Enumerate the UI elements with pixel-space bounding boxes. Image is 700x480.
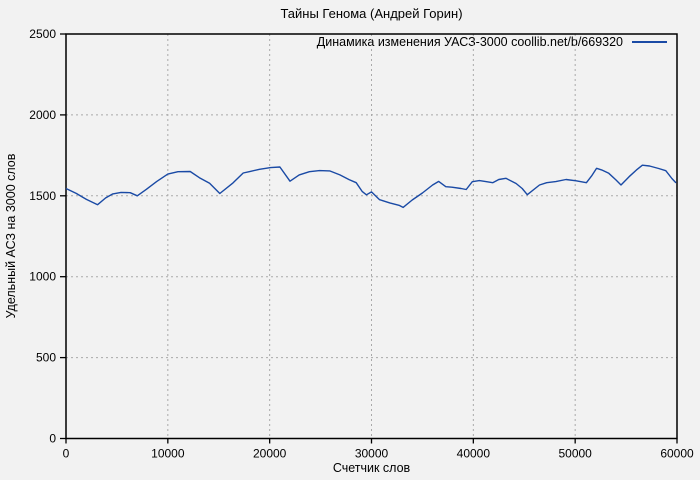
- legend: Динамика изменения УАСЗ-3000 coollib.net…: [317, 35, 667, 49]
- y-tick-label: 500: [36, 351, 56, 365]
- x-tick-label: 50000: [558, 447, 592, 461]
- x-tick-label: 60000: [660, 447, 694, 461]
- y-tick-label: 2000: [29, 108, 56, 122]
- y-tick-label: 1000: [29, 270, 56, 284]
- x-tick-label: 30000: [355, 447, 389, 461]
- x-tick-label: 0: [63, 447, 70, 461]
- legend-line-sample: [632, 41, 667, 43]
- chart-title: Тайны Генома (Андрей Горин): [280, 6, 463, 21]
- x-tick-label: 20000: [253, 447, 287, 461]
- y-tick-label: 1500: [29, 189, 56, 203]
- x-tick-label: 10000: [151, 447, 185, 461]
- y-tick-label: 0: [49, 432, 56, 446]
- x-axis-label: Счетчик слов: [332, 461, 411, 475]
- data-line: [65, 164, 677, 209]
- legend-label: Динамика изменения УАСЗ-3000 coollib.net…: [316, 35, 623, 49]
- y-tick-label: 2500: [29, 27, 56, 41]
- plot-border: [65, 33, 678, 440]
- x-tick-label: 40000: [457, 447, 491, 461]
